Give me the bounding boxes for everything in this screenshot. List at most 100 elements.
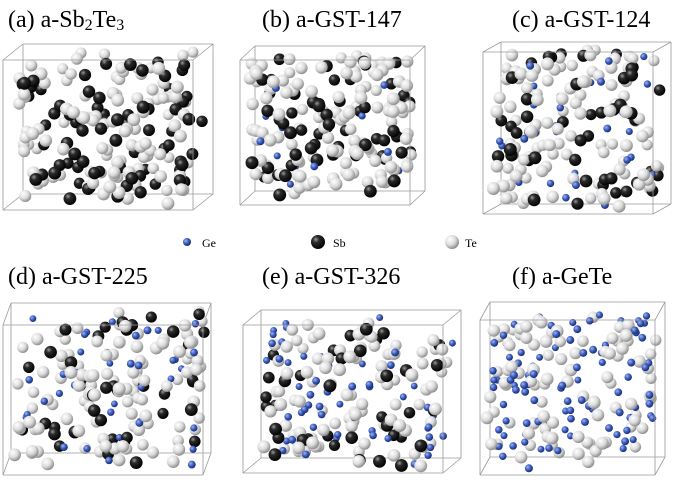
- sb-atom: [312, 99, 326, 113]
- ge-atom: [425, 433, 434, 441]
- panel-title-a-prefix: (a) a-Sb: [8, 7, 85, 33]
- te-atom: [569, 97, 582, 110]
- sb-atom: [245, 156, 259, 170]
- te-atom: [385, 116, 398, 128]
- te-atom: [518, 153, 530, 166]
- sb-atom: [320, 108, 333, 122]
- ge-atom: [317, 410, 326, 419]
- te-atom: [13, 97, 26, 110]
- te-atom: [25, 445, 39, 458]
- te-atom: [273, 385, 286, 398]
- te-atom: [12, 421, 25, 434]
- te-atom: [11, 377, 24, 390]
- ge-atom: [275, 355, 284, 363]
- te-atom: [172, 443, 186, 456]
- sb-atom: [273, 53, 286, 66]
- sb-atom: [652, 169, 664, 182]
- ge-atom: [376, 314, 384, 322]
- te-atom: [86, 369, 100, 382]
- ge-atom: [191, 319, 200, 328]
- te-atom: [485, 437, 498, 451]
- ge-atom: [301, 450, 310, 459]
- ge-atom: [645, 390, 654, 399]
- sb-atom: [387, 174, 401, 188]
- te-atom: [368, 339, 381, 352]
- te-atom: [597, 146, 610, 159]
- te-atom: [86, 176, 100, 190]
- te-atom: [399, 132, 413, 146]
- te-atom: [276, 74, 289, 87]
- te-atom: [333, 363, 347, 377]
- te-atom: [96, 142, 109, 155]
- te-atom: [130, 340, 144, 353]
- te-atom: [577, 335, 589, 347]
- te-atom: [280, 367, 294, 380]
- te-atom: [172, 374, 184, 386]
- sb-atom: [94, 122, 108, 135]
- te-atom: [26, 127, 40, 141]
- atom-cloud-c: [486, 44, 666, 213]
- te-atom: [525, 375, 538, 388]
- sb-atom: [78, 68, 92, 82]
- ge-atom: [614, 388, 623, 397]
- ge-atom: [556, 104, 564, 112]
- te-atom: [291, 77, 304, 91]
- panel-title-a-mid: Te: [92, 7, 117, 33]
- te-atom: [246, 97, 259, 111]
- sb-atom: [63, 192, 77, 205]
- te-atom: [312, 327, 326, 341]
- ge-atom: [604, 57, 613, 65]
- ge-atom: [573, 325, 582, 334]
- te-atom: [540, 372, 554, 386]
- sb-atom: [189, 435, 201, 448]
- te-atom: [321, 131, 335, 144]
- ge-atom: [383, 147, 392, 156]
- te-atom: [65, 68, 77, 80]
- ge-atom: [536, 353, 544, 361]
- te-atom: [136, 393, 149, 406]
- ge-atom: [645, 399, 654, 408]
- ge-atom: [529, 370, 538, 379]
- te-atom: [170, 80, 184, 94]
- sb-atom: [359, 138, 372, 152]
- te-atom: [565, 129, 577, 142]
- sb-atom: [198, 326, 210, 338]
- te-atom: [100, 349, 113, 362]
- ge-atom: [522, 419, 531, 427]
- ge-atom: [190, 424, 198, 432]
- ge-atom: [286, 180, 294, 188]
- te-atom: [490, 159, 504, 173]
- ge-atom: [530, 396, 539, 405]
- sb-atom: [109, 133, 123, 147]
- te-atom: [260, 92, 273, 105]
- ge-atom: [387, 361, 395, 369]
- ge-atom: [641, 363, 650, 372]
- ge-atom: [613, 430, 621, 439]
- ge-atom: [520, 381, 529, 390]
- sb-atom: [328, 74, 341, 86]
- te-atom: [26, 402, 39, 414]
- sb-atom: [88, 166, 101, 180]
- ge-atom: [567, 414, 575, 423]
- ge-atom: [384, 434, 392, 443]
- te-atom: [371, 101, 384, 114]
- ge-atom: [621, 437, 630, 446]
- ge-atom: [577, 396, 586, 404]
- ge-atom: [648, 414, 657, 422]
- sb-atom: [182, 112, 196, 126]
- te-atom: [249, 67, 263, 81]
- te-atom: [601, 371, 614, 384]
- sb-atom: [68, 147, 82, 161]
- ge-atom: [81, 330, 89, 339]
- ge-atom: [521, 388, 529, 396]
- ge-atom: [380, 81, 388, 89]
- panel-title-a: (a) a-Sb2Te3: [8, 8, 124, 34]
- sb-atom: [395, 146, 408, 159]
- sb-atom: [100, 381, 113, 394]
- te-atom: [428, 402, 442, 416]
- te-atom: [8, 448, 21, 462]
- ge-atom: [490, 339, 499, 347]
- te-atom: [370, 84, 382, 97]
- box-c-edge-tr: [652, 41, 672, 53]
- te-atom: [64, 366, 78, 379]
